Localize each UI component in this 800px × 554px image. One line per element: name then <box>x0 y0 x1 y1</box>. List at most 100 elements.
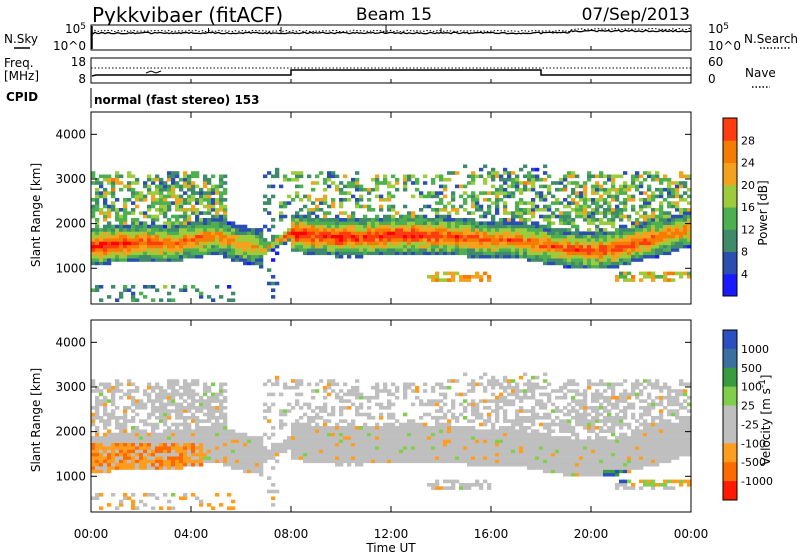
power-cell <box>355 238 360 242</box>
y-tick-label: 1000 <box>55 261 86 275</box>
velocity-cell <box>307 442 312 447</box>
velocity-cell <box>187 382 192 387</box>
power-cell <box>543 248 548 252</box>
power-cell <box>215 231 220 235</box>
velocity-cell <box>147 459 152 464</box>
velocity-cell <box>419 402 424 407</box>
velocity-cell <box>555 459 560 464</box>
power-cell <box>219 244 224 249</box>
power-cell <box>387 208 392 212</box>
velocity-cell <box>511 456 516 460</box>
power-cell <box>499 238 504 242</box>
power-cell <box>647 187 652 192</box>
power-cell <box>627 278 632 282</box>
velocity-cell <box>195 422 200 427</box>
power-cell <box>471 218 476 222</box>
power-cell <box>523 211 528 215</box>
power-cell <box>551 248 556 252</box>
velocity-cell <box>411 389 416 393</box>
power-cell <box>159 204 164 209</box>
velocity-cell <box>479 442 484 447</box>
velocity-cell <box>531 375 536 380</box>
power-cell <box>503 254 508 259</box>
power-cell <box>331 224 336 229</box>
power-cell <box>543 228 548 232</box>
power-cell <box>619 218 624 222</box>
power-cell <box>671 201 676 205</box>
power-cell <box>191 171 196 175</box>
power-cell <box>611 177 616 182</box>
velocity-cell <box>119 452 124 457</box>
velocity-cell <box>471 439 476 443</box>
velocity-cell <box>347 462 352 467</box>
velocity-cell <box>311 409 316 413</box>
velocity-cell <box>247 456 252 460</box>
power-cell <box>359 234 364 239</box>
power-cell <box>499 177 504 182</box>
power-cell <box>659 194 664 199</box>
power-cell <box>659 224 664 229</box>
velocity-cell <box>511 389 516 393</box>
power-cell <box>91 261 96 266</box>
velocity-cell <box>195 432 200 437</box>
velocity-cell <box>103 419 108 423</box>
power-cell <box>611 234 616 239</box>
power-cell <box>563 184 568 189</box>
velocity-cell <box>411 446 416 450</box>
velocity-cell <box>291 449 296 454</box>
velocity-cell <box>495 459 500 464</box>
power-cell <box>643 244 648 249</box>
velocity-cell <box>163 429 168 433</box>
velocity-cell <box>379 436 384 440</box>
power-cell <box>511 194 516 199</box>
power-cell <box>335 224 340 229</box>
velocity-cell <box>555 416 560 420</box>
velocity-cell <box>387 389 392 393</box>
power-cell <box>407 231 412 235</box>
power-cell <box>583 191 588 195</box>
velocity-cell <box>135 449 140 454</box>
velocity-cell <box>315 422 320 427</box>
velocity-cell <box>535 429 540 433</box>
power-cell <box>375 218 380 222</box>
power-cell <box>667 224 672 229</box>
power-cell <box>255 238 260 242</box>
velocity-cell <box>111 395 116 400</box>
power-cell <box>543 251 548 256</box>
power-cell <box>663 251 668 256</box>
power-cell <box>307 251 312 256</box>
velocity-cell <box>351 392 356 397</box>
power-cell <box>611 174 616 179</box>
colorbar-swatch <box>723 140 737 163</box>
power-cell <box>567 211 572 215</box>
velocity-cell <box>391 456 396 460</box>
velocity-cell <box>503 456 508 460</box>
velocity-cell <box>319 379 324 383</box>
power-cell <box>547 174 552 179</box>
power-cell <box>663 198 668 202</box>
velocity-cell <box>343 429 348 433</box>
velocity-cell <box>523 459 528 464</box>
velocity-cell <box>479 422 484 427</box>
velocity-cell <box>103 399 108 403</box>
power-cell <box>327 174 332 179</box>
power-cell <box>203 198 208 202</box>
velocity-cell <box>283 446 288 450</box>
power-cell <box>651 211 656 215</box>
power-cell <box>215 191 220 195</box>
power-cell <box>171 191 176 195</box>
velocity-cell <box>531 432 536 437</box>
power-cell <box>471 241 476 246</box>
velocity-cell <box>499 436 504 440</box>
power-cell <box>595 238 600 242</box>
power-cell <box>583 264 588 269</box>
velocity-cell <box>239 432 244 437</box>
power-cell <box>515 211 520 215</box>
power-cell <box>171 221 176 225</box>
velocity-cell <box>443 426 448 430</box>
power-cell <box>583 198 588 202</box>
velocity-cell <box>183 389 188 393</box>
power-cell <box>547 214 552 219</box>
power-cell <box>95 201 100 205</box>
power-cell <box>267 198 272 202</box>
